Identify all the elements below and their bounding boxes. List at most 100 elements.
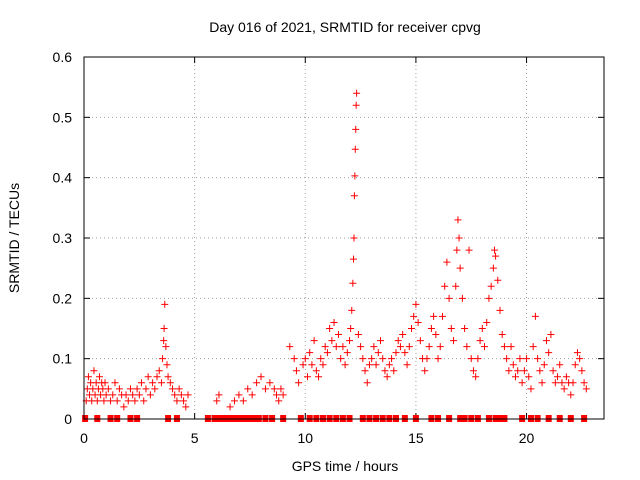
data-point: [527, 385, 535, 393]
data-point: [421, 367, 429, 375]
data-point: [163, 361, 171, 369]
data-point: [164, 373, 172, 381]
data-point: [392, 349, 400, 357]
x-tick-labels: 0 5 10 15 20: [80, 430, 534, 446]
data-point: [405, 343, 413, 351]
data-point: [476, 337, 484, 345]
data-point: [377, 337, 385, 345]
data-point: [452, 282, 460, 290]
data-point: [456, 264, 464, 272]
data-point: [160, 337, 168, 345]
data-point: [578, 367, 586, 375]
data-point: [120, 403, 128, 411]
data-point: [385, 361, 393, 369]
data-point: [545, 349, 553, 357]
data-point: [490, 246, 498, 254]
y-axis-label: SRMTID / TECUs: [6, 183, 22, 293]
data-point: [370, 343, 378, 351]
data-point: [230, 397, 238, 405]
data-point: [474, 355, 482, 363]
data-point: [374, 349, 382, 357]
data-point: [547, 331, 555, 339]
data-point: [412, 300, 420, 308]
data-point: [275, 397, 283, 405]
data-point: [381, 367, 389, 375]
data-point: [455, 234, 463, 242]
data-point: [315, 373, 323, 381]
chart-title: Day 016 of 2021, SRMTID for receiver cpv…: [209, 19, 481, 35]
data-point: [432, 331, 440, 339]
data-point: [536, 367, 544, 375]
data-point: [436, 343, 444, 351]
data-point: [396, 343, 404, 351]
data-point: [159, 355, 167, 363]
data-point: [558, 379, 566, 387]
x-axis-label: GPS time / hours: [292, 458, 399, 474]
data-point: [160, 325, 168, 332]
data-point: [142, 385, 150, 393]
x-tick-label: 5: [191, 430, 199, 446]
data-point: [90, 367, 98, 375]
data-point: [129, 391, 137, 399]
data-point: [295, 379, 303, 387]
data-point: [102, 391, 110, 399]
data-point: [290, 355, 298, 363]
data-point: [478, 325, 486, 332]
data-point: [308, 361, 316, 369]
data-point: [483, 318, 491, 326]
data-point: [107, 397, 115, 405]
data-point: [113, 397, 121, 405]
data-point: [489, 264, 497, 272]
data-point: [350, 192, 358, 200]
data-point: [346, 337, 354, 345]
data-point: [529, 343, 537, 351]
data-point: [100, 397, 108, 405]
data-point: [244, 385, 252, 393]
data-point: [257, 373, 265, 381]
data-point: [571, 361, 579, 369]
data-point: [516, 355, 524, 363]
data-point: [453, 246, 461, 254]
data-point: [184, 391, 192, 399]
data-point: [350, 234, 358, 242]
data-point: [339, 343, 347, 351]
data-point: [323, 349, 331, 357]
data-point: [407, 325, 415, 332]
data-point: [511, 373, 519, 381]
data-point: [368, 355, 376, 363]
data-point: [317, 355, 325, 363]
data-point: [469, 367, 477, 375]
data-point: [310, 337, 318, 345]
data-point: [427, 325, 435, 332]
grid-lines: [84, 57, 604, 419]
data-point: [498, 331, 506, 339]
data-point: [146, 391, 154, 399]
data-point: [279, 391, 287, 399]
data-point: [351, 145, 359, 153]
data-point: [261, 385, 269, 393]
data-point: [472, 373, 480, 381]
data-point: [434, 355, 442, 363]
data-point: [576, 355, 584, 363]
data-point: [341, 361, 349, 369]
data-point: [359, 355, 367, 363]
data-point: [351, 172, 359, 180]
data-point: [101, 379, 109, 387]
data-point: [569, 379, 577, 387]
data-point: [492, 252, 500, 260]
data-point: [450, 337, 458, 345]
data-point: [414, 318, 422, 326]
data-point: [321, 343, 329, 351]
data-point: [443, 258, 451, 266]
data-point: [312, 367, 320, 375]
data-point: [365, 361, 373, 369]
data-point: [273, 391, 281, 399]
data-point: [551, 379, 559, 387]
data-point: [140, 397, 148, 405]
data-point: [465, 246, 473, 254]
data-point: [423, 355, 431, 363]
data-point: [514, 367, 522, 375]
data-point: [166, 379, 174, 387]
data-point: [573, 349, 581, 357]
data-point: [144, 373, 152, 381]
